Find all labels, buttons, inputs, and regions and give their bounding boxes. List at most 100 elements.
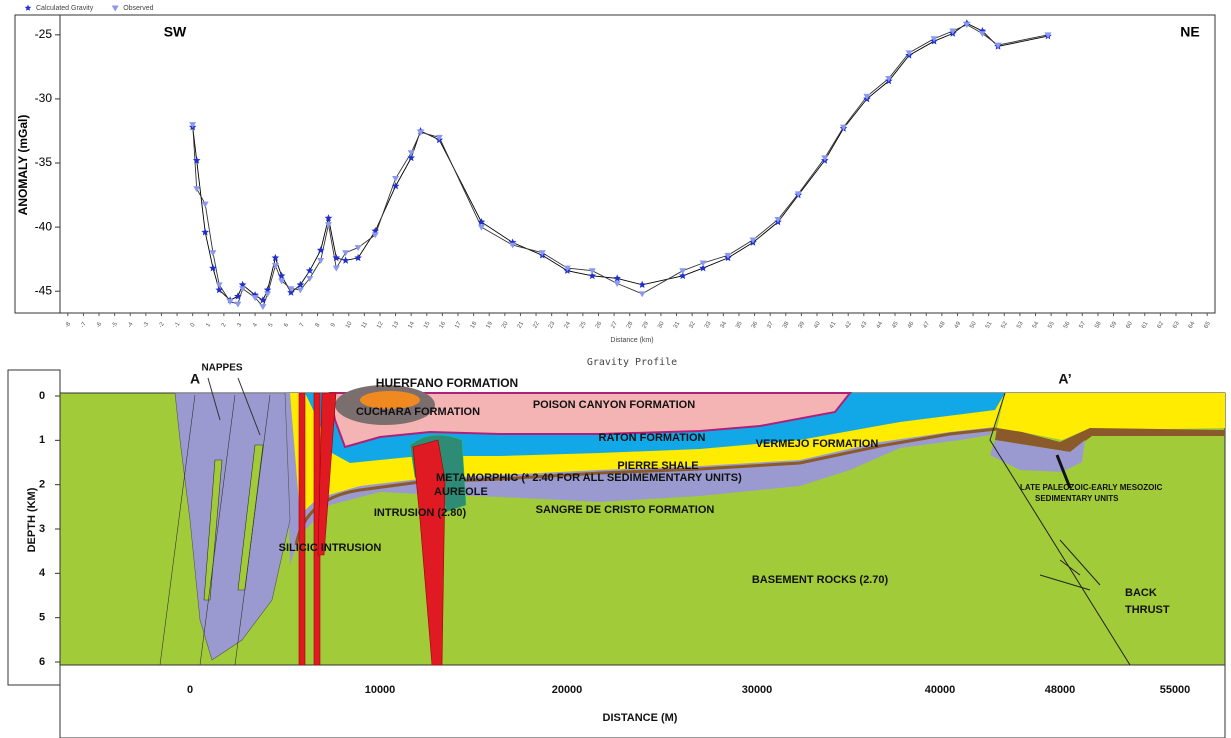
x-tick-label: -5: [111, 321, 119, 329]
x-tick-label: 37: [766, 320, 775, 329]
x-tick-label: 20: [501, 320, 510, 329]
x-tick-label: 46: [907, 320, 916, 329]
marker: [436, 135, 443, 141]
legend-marker: [112, 6, 119, 12]
marker: [234, 292, 242, 299]
legend-label: Observed: [123, 5, 153, 12]
distance-tick-label: 40000: [925, 684, 956, 696]
x-tick-label: 18: [470, 320, 479, 329]
marker: [234, 302, 241, 308]
marker: [774, 217, 781, 223]
x-tick-label: 27: [610, 320, 619, 329]
x-tick-label: 16: [439, 320, 448, 329]
marker: [201, 228, 209, 235]
x-tick-label: 13: [392, 320, 401, 329]
legend-marker: [25, 5, 32, 11]
x-tick-label: 48: [938, 320, 947, 329]
x-tick-label: 8: [315, 322, 322, 328]
marker: [272, 254, 280, 261]
x-tick-label: 29: [642, 320, 651, 329]
x-tick-label: 59: [1110, 320, 1119, 329]
depth-tick-label: 2: [39, 479, 45, 491]
distance-tick-label: 0: [187, 684, 193, 696]
x-tick-label: 26: [595, 320, 604, 329]
distance-tick-label: 30000: [742, 684, 773, 696]
depth-tick-label: 4: [39, 567, 46, 579]
x-tick-label: 64: [1188, 320, 1197, 329]
cross-section: DEPTH (KM) DISTANCE (M) 0123456010000200…: [8, 363, 1225, 738]
distance-label: DISTANCE (M): [603, 712, 678, 724]
distance-tick-label: 10000: [365, 684, 396, 696]
distance-axis-box: [60, 665, 1225, 738]
dike: [299, 393, 305, 665]
x-tick-label: 36: [751, 320, 760, 329]
section-label: INTRUSION (2.80): [374, 507, 467, 519]
x-tick-label: 34: [720, 320, 729, 329]
section-label: THRUST: [1125, 604, 1170, 616]
marker: [259, 304, 266, 310]
x-tick-label: 45: [891, 320, 900, 329]
x-tick-label: 39: [798, 320, 807, 329]
x-tick-label: 61: [1141, 320, 1150, 329]
x-tick-label: 5: [268, 322, 275, 328]
section-label: VERMEJO FORMATION: [756, 438, 879, 450]
x-tick-label: 57: [1079, 320, 1088, 329]
x-tick-label: 11: [361, 321, 370, 330]
x-tick-label: 47: [922, 320, 931, 329]
y-tick-label: -45: [35, 283, 53, 297]
section-label: BACK: [1125, 587, 1157, 599]
section-label: HUERFANO FORMATION: [376, 376, 518, 390]
x-tick-label: 22: [532, 320, 541, 329]
marker: [679, 268, 686, 274]
y-tick-label: -25: [35, 27, 53, 41]
section-label: METAMORPHIC (* 2.40 FOR ALL SEDIMEMENTAR…: [436, 472, 742, 484]
x-tick-label: -6: [96, 321, 104, 329]
section-label: LATE PALEOZOIC-EARLY MESOZOIC: [1020, 483, 1163, 492]
marker: [202, 202, 209, 208]
marker: [613, 274, 621, 281]
marker: [317, 258, 324, 264]
marker: [392, 182, 400, 189]
series-line: [193, 25, 1048, 307]
section-label: A: [190, 371, 200, 387]
depth-tick-label: 0: [39, 390, 45, 402]
x-tick-label: 19: [485, 320, 494, 329]
x-tick-label: -2: [158, 321, 166, 329]
x-tick-label: 40: [813, 320, 822, 329]
x-tick-label: 65: [1203, 320, 1212, 329]
section-label: SEDIMENTARY UNITS: [1035, 494, 1119, 503]
x-tick-label: 32: [688, 320, 697, 329]
section-label: AUREOLE: [434, 486, 488, 498]
x-tick-label: 50: [969, 320, 978, 329]
x-tick-label: 24: [563, 320, 572, 329]
chart-title: Gravity Profile: [587, 357, 677, 368]
distance-tick-label: 48000: [1045, 684, 1076, 696]
x-tick-label: -8: [64, 321, 72, 329]
section-label: NAPPES: [201, 363, 242, 374]
marker: [216, 282, 223, 288]
marker: [259, 296, 267, 303]
x-tick-label: 49: [954, 320, 963, 329]
x-tick-label: 62: [1157, 320, 1166, 329]
marker: [297, 287, 304, 293]
section-label: POISON CANYON FORMATION: [533, 399, 695, 411]
x-tick-label: 56: [1063, 320, 1072, 329]
y-tick-label: -30: [35, 91, 53, 105]
x-tick-label: 12: [376, 320, 385, 329]
x-tick-label: 41: [829, 320, 838, 329]
marker: [408, 150, 415, 156]
marker: [354, 254, 362, 261]
x-tick-label: 15: [423, 320, 432, 329]
x-tick-label: 58: [1094, 320, 1103, 329]
x-tick-label: 44: [876, 320, 885, 329]
x-tick-label: 25: [579, 320, 588, 329]
x-tick-label: 52: [1001, 320, 1010, 329]
x-tick-label: 23: [548, 320, 557, 329]
depth-tick-label: 3: [39, 523, 45, 535]
legend-label: Calculated Gravity: [36, 5, 94, 12]
x-tick-label: 4: [252, 322, 259, 328]
x-tick-label: -4: [127, 321, 135, 329]
x-tick-label: 30: [657, 320, 666, 329]
x-tick-label: 63: [1172, 320, 1181, 329]
figure: ANOMALY (mGal) SW NE Distance (km) Gravi…: [0, 0, 1231, 738]
